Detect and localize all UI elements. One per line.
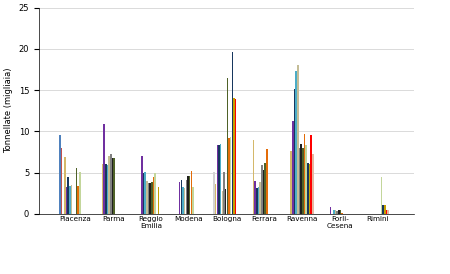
Bar	[64, 157, 66, 214]
Bar	[187, 176, 189, 214]
Bar	[59, 135, 61, 214]
Bar	[148, 183, 149, 214]
Bar	[387, 210, 389, 214]
Bar	[153, 177, 154, 214]
Bar	[258, 187, 259, 214]
Bar	[232, 52, 233, 214]
Bar	[192, 187, 194, 214]
Bar	[227, 78, 228, 214]
Bar	[292, 121, 293, 214]
Bar	[144, 172, 146, 214]
Bar	[184, 188, 185, 214]
Bar	[294, 89, 295, 214]
Bar	[221, 192, 223, 214]
Bar	[309, 164, 310, 214]
Bar	[213, 172, 215, 214]
Bar	[261, 165, 262, 214]
Bar	[110, 154, 112, 214]
Bar	[233, 98, 235, 214]
Bar	[295, 71, 297, 214]
Bar	[215, 184, 216, 214]
Bar	[297, 65, 298, 214]
Bar	[190, 171, 192, 214]
Bar	[342, 213, 343, 214]
Bar	[76, 169, 77, 214]
Bar	[107, 165, 108, 214]
Bar	[113, 158, 115, 214]
Bar	[77, 186, 79, 214]
Bar	[69, 186, 71, 214]
Bar	[338, 210, 340, 214]
Bar	[102, 164, 103, 214]
Bar	[112, 158, 113, 214]
Bar	[71, 185, 72, 214]
Bar	[143, 173, 144, 214]
Bar	[304, 134, 305, 214]
Y-axis label: Tonnellate (migliaia): Tonnellate (migliaia)	[4, 68, 13, 153]
Bar	[307, 162, 309, 214]
Bar	[230, 137, 231, 214]
Bar	[386, 210, 387, 214]
Bar	[263, 170, 264, 214]
Bar	[179, 182, 180, 214]
Bar	[333, 210, 335, 214]
Bar	[264, 162, 266, 214]
Bar	[228, 138, 230, 214]
Bar	[290, 151, 292, 214]
Bar	[259, 182, 261, 214]
Bar	[266, 149, 267, 214]
Bar	[330, 207, 331, 214]
Bar	[105, 164, 107, 214]
Bar	[104, 124, 105, 214]
Bar	[335, 210, 336, 214]
Bar	[381, 177, 382, 214]
Bar	[149, 183, 151, 214]
Bar	[252, 140, 254, 214]
Bar	[182, 187, 184, 214]
Bar	[154, 173, 156, 214]
Bar	[223, 172, 225, 214]
Bar	[306, 145, 307, 214]
Bar	[189, 176, 190, 214]
Bar	[146, 181, 148, 214]
Bar	[235, 99, 236, 214]
Bar	[185, 180, 187, 214]
Bar	[310, 135, 312, 214]
Bar	[151, 182, 153, 214]
Bar	[302, 148, 304, 214]
Bar	[225, 189, 226, 214]
Bar	[141, 156, 143, 214]
Bar	[384, 206, 386, 214]
Bar	[300, 144, 302, 214]
Bar	[312, 154, 314, 214]
Bar	[108, 156, 110, 214]
Bar	[382, 205, 384, 214]
Bar	[158, 187, 159, 214]
Bar	[79, 172, 81, 214]
Bar	[220, 144, 221, 214]
Bar	[340, 210, 341, 214]
Bar	[218, 145, 220, 214]
Bar	[299, 148, 300, 214]
Bar	[254, 181, 256, 214]
Bar	[216, 145, 218, 214]
Bar	[68, 177, 69, 214]
Bar	[61, 148, 62, 214]
Bar	[256, 188, 257, 214]
Bar	[66, 187, 67, 214]
Bar	[180, 180, 182, 214]
Bar	[337, 211, 338, 214]
